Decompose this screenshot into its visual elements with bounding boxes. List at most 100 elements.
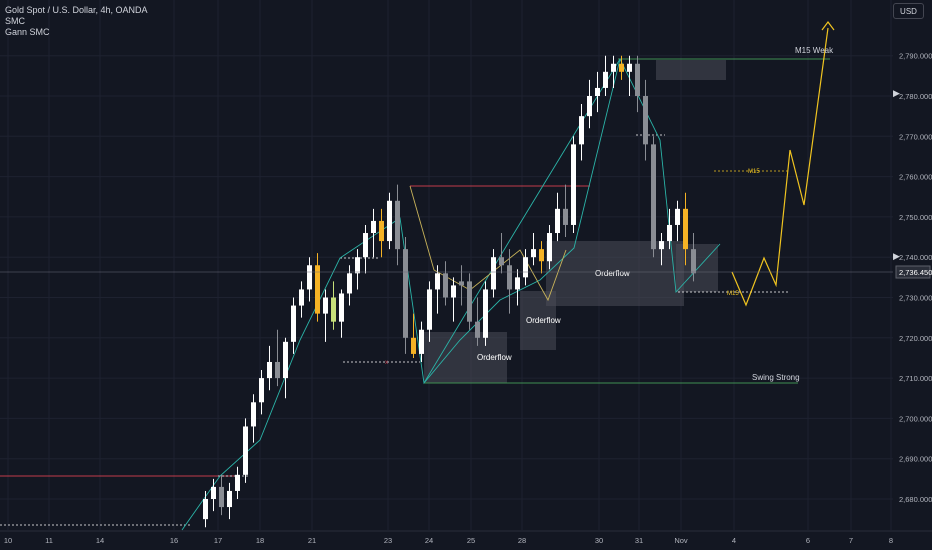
candle-body — [331, 297, 336, 322]
time-axis[interactable]: 10 11 14 16 17 18 21 23 24 25 28 30 31 Nov 4 6 7 8 — [0, 530, 932, 545]
candle-body — [299, 289, 304, 306]
y-tick-label: 2,710.000 — [899, 374, 932, 383]
candle-body — [251, 402, 256, 427]
swing-strong-label: Swing Strong — [752, 373, 800, 382]
candle-body — [515, 277, 520, 290]
candle-body — [459, 281, 464, 286]
candle-body — [275, 361, 280, 379]
candle-body — [563, 208, 568, 225]
candle-body — [635, 63, 640, 96]
x-tick-label: 28 — [518, 536, 526, 545]
candle-body — [547, 233, 552, 262]
candle-body — [427, 289, 432, 330]
y-tick-label: 2,740.000 — [899, 253, 932, 262]
candle-body — [235, 474, 240, 491]
x-tick-label: Nov — [674, 536, 688, 545]
candle-body — [619, 63, 624, 72]
price-projection-path — [731, 21, 835, 307]
m15-upper-label: M15 — [748, 169, 760, 175]
indicator-gann-smc[interactable]: Gann SMC — [5, 27, 50, 37]
candle-body — [219, 486, 224, 508]
candle-body — [403, 249, 408, 338]
candle-body — [227, 490, 232, 508]
x-tick-label: 31 — [635, 536, 643, 545]
chart-legend: Gold Spot / U.S. Dollar, 4h, OANDA SMC G… — [5, 5, 148, 38]
x-marker: x — [385, 360, 388, 366]
candle-body — [659, 241, 664, 250]
x-tick-label: 18 — [256, 536, 264, 545]
x-tick-label: 8 — [889, 536, 893, 545]
candle-body — [475, 321, 480, 338]
candle-body — [483, 289, 488, 338]
candle-body — [267, 361, 272, 379]
candle-body — [531, 249, 536, 258]
candle-body — [675, 208, 680, 225]
y-tick-label: 2,760.000 — [899, 173, 932, 182]
candle-body — [203, 499, 208, 520]
candle-body — [283, 341, 288, 379]
candle-body — [499, 257, 504, 266]
x-tick-label: 23 — [384, 536, 392, 545]
candle-body — [651, 144, 656, 250]
candle-body — [419, 329, 424, 354]
indicator-smc[interactable]: SMC — [5, 16, 25, 26]
candle-body — [595, 87, 600, 96]
candle-body — [379, 220, 384, 242]
candle-body — [507, 265, 512, 290]
x-tick-label: 16 — [170, 536, 178, 545]
y-tick-label: 2,750.000 — [899, 213, 932, 222]
candle-body — [307, 265, 312, 290]
y-tick-label: 2,700.000 — [899, 414, 932, 423]
candle-body — [363, 233, 368, 258]
candle-body — [355, 257, 360, 274]
y-tick-label: 2,680.000 — [899, 495, 932, 504]
symbol-title[interactable]: Gold Spot / U.S. Dollar, 4h, OANDA — [5, 5, 148, 15]
candle-body — [691, 249, 696, 274]
candle-body — [411, 337, 416, 354]
current-price-tag: 2,736.450 — [0, 265, 932, 279]
x-tick-label: 21 — [308, 536, 316, 545]
candle-body — [667, 224, 672, 242]
y-tick-label: 2,720.000 — [899, 334, 932, 343]
play-arrow-icon[interactable]: ▶ — [893, 88, 900, 98]
x-tick-label: 11 — [45, 536, 53, 545]
candle-body — [491, 257, 496, 290]
x-tick-label: 25 — [467, 536, 475, 545]
y-tick-label: 2,690.000 — [899, 455, 932, 464]
orderflow-label: Orderflow — [477, 353, 512, 362]
currency-button[interactable]: USD — [893, 3, 924, 19]
candle-body — [211, 486, 216, 499]
candle-body — [451, 285, 456, 298]
candle-body — [395, 200, 400, 250]
orderflow-label: Orderflow — [595, 269, 630, 278]
candle-body — [443, 273, 448, 298]
candle-body — [243, 426, 248, 475]
trendline — [409, 185, 567, 302]
candle-body — [323, 297, 328, 314]
candle-body — [339, 293, 344, 322]
current-price-box — [895, 265, 931, 279]
candle-body — [467, 281, 472, 322]
candle-body — [435, 273, 440, 290]
x-tick-label: 7 — [849, 536, 853, 545]
m15-weak-label: M15 Weak — [795, 46, 834, 55]
price-axis[interactable]: 2,680.000 2,690.000 2,700.000 2,710.000 2,72… — [899, 52, 932, 504]
y-tick-label: 2,780.000 — [899, 92, 932, 101]
candle-body — [315, 265, 320, 314]
projection-line — [731, 27, 829, 307]
chart-annotations: M15 Weak Swing Strong Orderflow Orderflo… — [385, 46, 834, 382]
candle-body — [587, 96, 592, 117]
candle-body — [579, 116, 584, 145]
candlestick-series — [203, 55, 696, 528]
candle-body — [643, 96, 648, 145]
candle-body — [387, 200, 392, 242]
orderflow-zone — [656, 60, 726, 80]
orderflow-label: Orderflow — [526, 316, 561, 325]
candle-body — [347, 273, 352, 294]
play-arrow-icon[interactable]: ▶ — [893, 251, 900, 261]
x-tick-label: 14 — [96, 536, 104, 545]
chart-grid — [0, 0, 893, 530]
y-tick-label: 2,730.000 — [899, 294, 932, 303]
y-tick-label: 2,790.000 — [899, 52, 932, 61]
